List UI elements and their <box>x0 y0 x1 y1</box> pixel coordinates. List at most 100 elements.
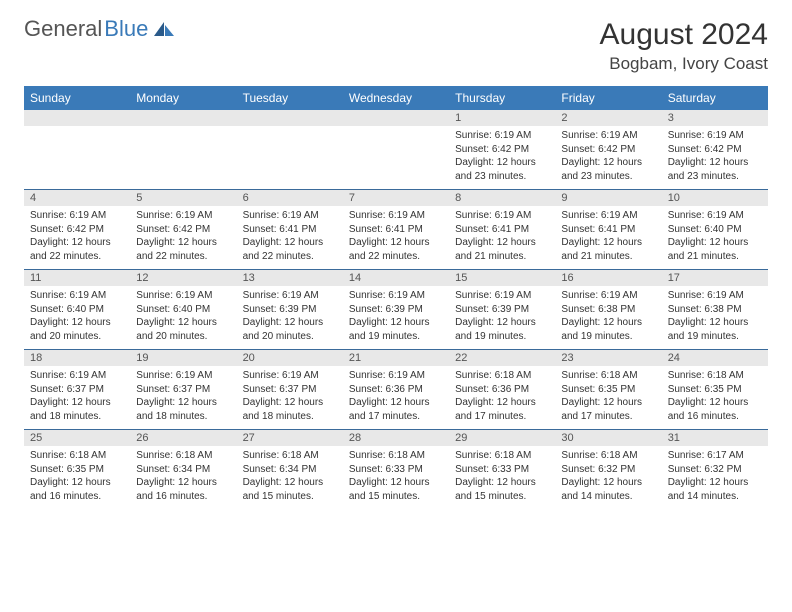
day-detail: Sunrise: 6:19 AM Sunset: 6:39 PM Dayligh… <box>449 286 555 349</box>
day-number: 4 <box>24 190 130 206</box>
day-number: 18 <box>24 350 130 366</box>
day-number: 31 <box>662 430 768 446</box>
calendar-cell: 15Sunrise: 6:19 AM Sunset: 6:39 PM Dayli… <box>449 270 555 350</box>
day-number: 11 <box>24 270 130 286</box>
day-number: 19 <box>130 350 236 366</box>
day-detail: Sunrise: 6:19 AM Sunset: 6:42 PM Dayligh… <box>555 126 661 189</box>
day-number <box>24 110 130 126</box>
day-header: Sunday <box>24 86 130 110</box>
calendar-cell: 11Sunrise: 6:19 AM Sunset: 6:40 PM Dayli… <box>24 270 130 350</box>
day-detail: Sunrise: 6:19 AM Sunset: 6:41 PM Dayligh… <box>343 206 449 269</box>
day-number: 21 <box>343 350 449 366</box>
day-number: 30 <box>555 430 661 446</box>
day-detail: Sunrise: 6:18 AM Sunset: 6:36 PM Dayligh… <box>449 366 555 429</box>
day-header: Friday <box>555 86 661 110</box>
calendar-cell <box>343 110 449 190</box>
day-number: 24 <box>662 350 768 366</box>
day-detail: Sunrise: 6:19 AM Sunset: 6:38 PM Dayligh… <box>662 286 768 349</box>
calendar-cell: 14Sunrise: 6:19 AM Sunset: 6:39 PM Dayli… <box>343 270 449 350</box>
calendar-cell: 23Sunrise: 6:18 AM Sunset: 6:35 PM Dayli… <box>555 350 661 430</box>
calendar-week: 25Sunrise: 6:18 AM Sunset: 6:35 PM Dayli… <box>24 430 768 510</box>
calendar-cell: 29Sunrise: 6:18 AM Sunset: 6:33 PM Dayli… <box>449 430 555 510</box>
day-number: 10 <box>662 190 768 206</box>
calendar-cell: 1Sunrise: 6:19 AM Sunset: 6:42 PM Daylig… <box>449 110 555 190</box>
day-detail: Sunrise: 6:19 AM Sunset: 6:40 PM Dayligh… <box>662 206 768 269</box>
brand-part1: General <box>24 18 102 40</box>
calendar-week: 18Sunrise: 6:19 AM Sunset: 6:37 PM Dayli… <box>24 350 768 430</box>
day-number <box>130 110 236 126</box>
calendar-cell: 9Sunrise: 6:19 AM Sunset: 6:41 PM Daylig… <box>555 190 661 270</box>
calendar-cell: 22Sunrise: 6:18 AM Sunset: 6:36 PM Dayli… <box>449 350 555 430</box>
calendar-cell: 4Sunrise: 6:19 AM Sunset: 6:42 PM Daylig… <box>24 190 130 270</box>
brand-part2: Blue <box>104 18 148 40</box>
day-detail: Sunrise: 6:19 AM Sunset: 6:40 PM Dayligh… <box>130 286 236 349</box>
day-detail: Sunrise: 6:18 AM Sunset: 6:32 PM Dayligh… <box>555 446 661 509</box>
day-number: 8 <box>449 190 555 206</box>
day-header: Saturday <box>662 86 768 110</box>
calendar-week: 1Sunrise: 6:19 AM Sunset: 6:42 PM Daylig… <box>24 110 768 190</box>
day-detail: Sunrise: 6:19 AM Sunset: 6:40 PM Dayligh… <box>24 286 130 349</box>
day-number: 1 <box>449 110 555 126</box>
calendar-cell: 25Sunrise: 6:18 AM Sunset: 6:35 PM Dayli… <box>24 430 130 510</box>
brand-sail-icon <box>152 20 176 38</box>
day-detail: Sunrise: 6:19 AM Sunset: 6:42 PM Dayligh… <box>24 206 130 269</box>
day-number: 15 <box>449 270 555 286</box>
calendar-cell: 26Sunrise: 6:18 AM Sunset: 6:34 PM Dayli… <box>130 430 236 510</box>
day-detail: Sunrise: 6:19 AM Sunset: 6:39 PM Dayligh… <box>343 286 449 349</box>
calendar-week: 11Sunrise: 6:19 AM Sunset: 6:40 PM Dayli… <box>24 270 768 350</box>
calendar-cell: 24Sunrise: 6:18 AM Sunset: 6:35 PM Dayli… <box>662 350 768 430</box>
day-header: Monday <box>130 86 236 110</box>
calendar-cell: 27Sunrise: 6:18 AM Sunset: 6:34 PM Dayli… <box>237 430 343 510</box>
calendar-cell: 5Sunrise: 6:19 AM Sunset: 6:42 PM Daylig… <box>130 190 236 270</box>
calendar-cell: 6Sunrise: 6:19 AM Sunset: 6:41 PM Daylig… <box>237 190 343 270</box>
calendar-body: 1Sunrise: 6:19 AM Sunset: 6:42 PM Daylig… <box>24 110 768 509</box>
day-header: Thursday <box>449 86 555 110</box>
calendar-head: SundayMondayTuesdayWednesdayThursdayFrid… <box>24 86 768 110</box>
day-detail: Sunrise: 6:19 AM Sunset: 6:41 PM Dayligh… <box>237 206 343 269</box>
day-detail: Sunrise: 6:17 AM Sunset: 6:32 PM Dayligh… <box>662 446 768 509</box>
day-number: 16 <box>555 270 661 286</box>
day-number: 5 <box>130 190 236 206</box>
day-detail: Sunrise: 6:19 AM Sunset: 6:38 PM Dayligh… <box>555 286 661 349</box>
day-number: 26 <box>130 430 236 446</box>
day-number: 6 <box>237 190 343 206</box>
calendar-table: SundayMondayTuesdayWednesdayThursdayFrid… <box>24 86 768 509</box>
day-number: 22 <box>449 350 555 366</box>
day-detail: Sunrise: 6:19 AM Sunset: 6:37 PM Dayligh… <box>237 366 343 429</box>
brand-logo: GeneralBlue <box>24 18 176 40</box>
day-detail: Sunrise: 6:19 AM Sunset: 6:39 PM Dayligh… <box>237 286 343 349</box>
day-detail: Sunrise: 6:18 AM Sunset: 6:33 PM Dayligh… <box>449 446 555 509</box>
day-detail: Sunrise: 6:19 AM Sunset: 6:41 PM Dayligh… <box>555 206 661 269</box>
location-subtitle: Bogbam, Ivory Coast <box>600 54 768 74</box>
calendar-cell: 12Sunrise: 6:19 AM Sunset: 6:40 PM Dayli… <box>130 270 236 350</box>
day-number: 17 <box>662 270 768 286</box>
day-detail: Sunrise: 6:19 AM Sunset: 6:42 PM Dayligh… <box>449 126 555 189</box>
header: GeneralBlue August 2024 Bogbam, Ivory Co… <box>24 18 768 74</box>
day-detail: Sunrise: 6:19 AM Sunset: 6:37 PM Dayligh… <box>130 366 236 429</box>
calendar-cell: 8Sunrise: 6:19 AM Sunset: 6:41 PM Daylig… <box>449 190 555 270</box>
calendar-cell: 18Sunrise: 6:19 AM Sunset: 6:37 PM Dayli… <box>24 350 130 430</box>
calendar-week: 4Sunrise: 6:19 AM Sunset: 6:42 PM Daylig… <box>24 190 768 270</box>
day-detail: Sunrise: 6:19 AM Sunset: 6:41 PM Dayligh… <box>449 206 555 269</box>
calendar-cell: 3Sunrise: 6:19 AM Sunset: 6:42 PM Daylig… <box>662 110 768 190</box>
calendar-cell: 20Sunrise: 6:19 AM Sunset: 6:37 PM Dayli… <box>237 350 343 430</box>
day-header: Tuesday <box>237 86 343 110</box>
calendar-cell: 28Sunrise: 6:18 AM Sunset: 6:33 PM Dayli… <box>343 430 449 510</box>
day-number: 14 <box>343 270 449 286</box>
calendar-cell: 30Sunrise: 6:18 AM Sunset: 6:32 PM Dayli… <box>555 430 661 510</box>
calendar-cell <box>130 110 236 190</box>
day-detail: Sunrise: 6:19 AM Sunset: 6:37 PM Dayligh… <box>24 366 130 429</box>
day-number: 9 <box>555 190 661 206</box>
day-number: 3 <box>662 110 768 126</box>
calendar-cell: 16Sunrise: 6:19 AM Sunset: 6:38 PM Dayli… <box>555 270 661 350</box>
day-number: 2 <box>555 110 661 126</box>
day-detail: Sunrise: 6:19 AM Sunset: 6:42 PM Dayligh… <box>662 126 768 189</box>
calendar-cell: 31Sunrise: 6:17 AM Sunset: 6:32 PM Dayli… <box>662 430 768 510</box>
calendar-cell: 10Sunrise: 6:19 AM Sunset: 6:40 PM Dayli… <box>662 190 768 270</box>
day-number: 25 <box>24 430 130 446</box>
day-number <box>343 110 449 126</box>
day-detail: Sunrise: 6:19 AM Sunset: 6:42 PM Dayligh… <box>130 206 236 269</box>
page-title: August 2024 <box>600 18 768 52</box>
day-detail: Sunrise: 6:18 AM Sunset: 6:35 PM Dayligh… <box>24 446 130 509</box>
day-number: 13 <box>237 270 343 286</box>
